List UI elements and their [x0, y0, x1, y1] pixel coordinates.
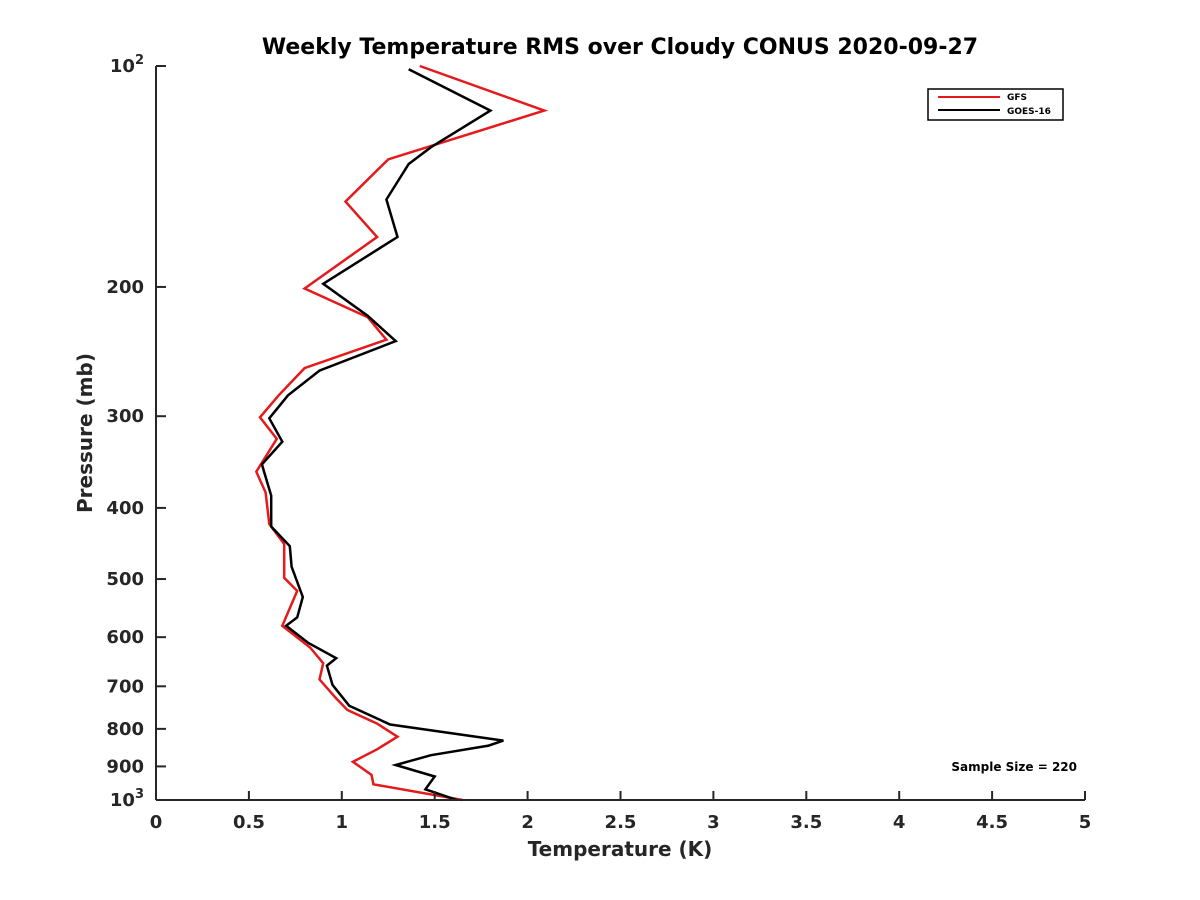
series-layer [254, 64, 549, 802]
x-tick-label: 2.5 [605, 812, 637, 833]
x-tick-label: 4.5 [976, 812, 1008, 833]
y-tick-label: 102 [110, 53, 144, 77]
legend-label-goes16: GOES-16 [1007, 107, 1051, 117]
x-axis-label: Temperature (K) [528, 837, 713, 861]
y-tick-label: 600 [106, 627, 144, 648]
series-line-goes16 [260, 68, 504, 802]
axes-layer [155, 66, 1085, 801]
y-tick-label: 500 [106, 569, 144, 590]
x-ticks: 0 0.5 1 1.5 2 2.5 3 3.5 4 4.5 5 [150, 791, 1092, 833]
x-tick-label: 3.5 [790, 812, 822, 833]
y-tick-label: 300 [106, 406, 144, 427]
y-tick-label: 700 [106, 676, 144, 697]
y-tick-label: 900 [106, 756, 144, 777]
y-tick-label: 400 [106, 498, 144, 519]
x-tick-label: 0.5 [233, 812, 265, 833]
y-ticks: 102 200 300 400 500 600 700 800 900 103 [106, 53, 166, 811]
legend-label-gfs: GFS [1007, 93, 1027, 103]
y-tick-label: 800 [106, 719, 144, 740]
y-tick-label: 200 [106, 277, 144, 298]
x-tick-label: 0 [150, 812, 163, 833]
series-line-gfs [254, 64, 549, 802]
x-tick-label: 5 [1079, 812, 1092, 833]
y-axis-label: Pressure (mb) [73, 353, 97, 513]
chart-title: Weekly Temperature RMS over Cloudy CONUS… [262, 35, 978, 60]
legend-box [927, 88, 1064, 121]
x-tick-label: 4 [893, 812, 906, 833]
x-tick-label: 3 [707, 812, 720, 833]
y-tick-label: 103 [110, 787, 144, 811]
legend: GFS GOES-16 [927, 88, 1064, 121]
x-tick-label: 1 [336, 812, 349, 833]
sample-size-annotation: Sample Size = 220 [951, 760, 1077, 774]
x-tick-label: 2 [521, 812, 534, 833]
x-tick-label: 1.5 [419, 812, 451, 833]
